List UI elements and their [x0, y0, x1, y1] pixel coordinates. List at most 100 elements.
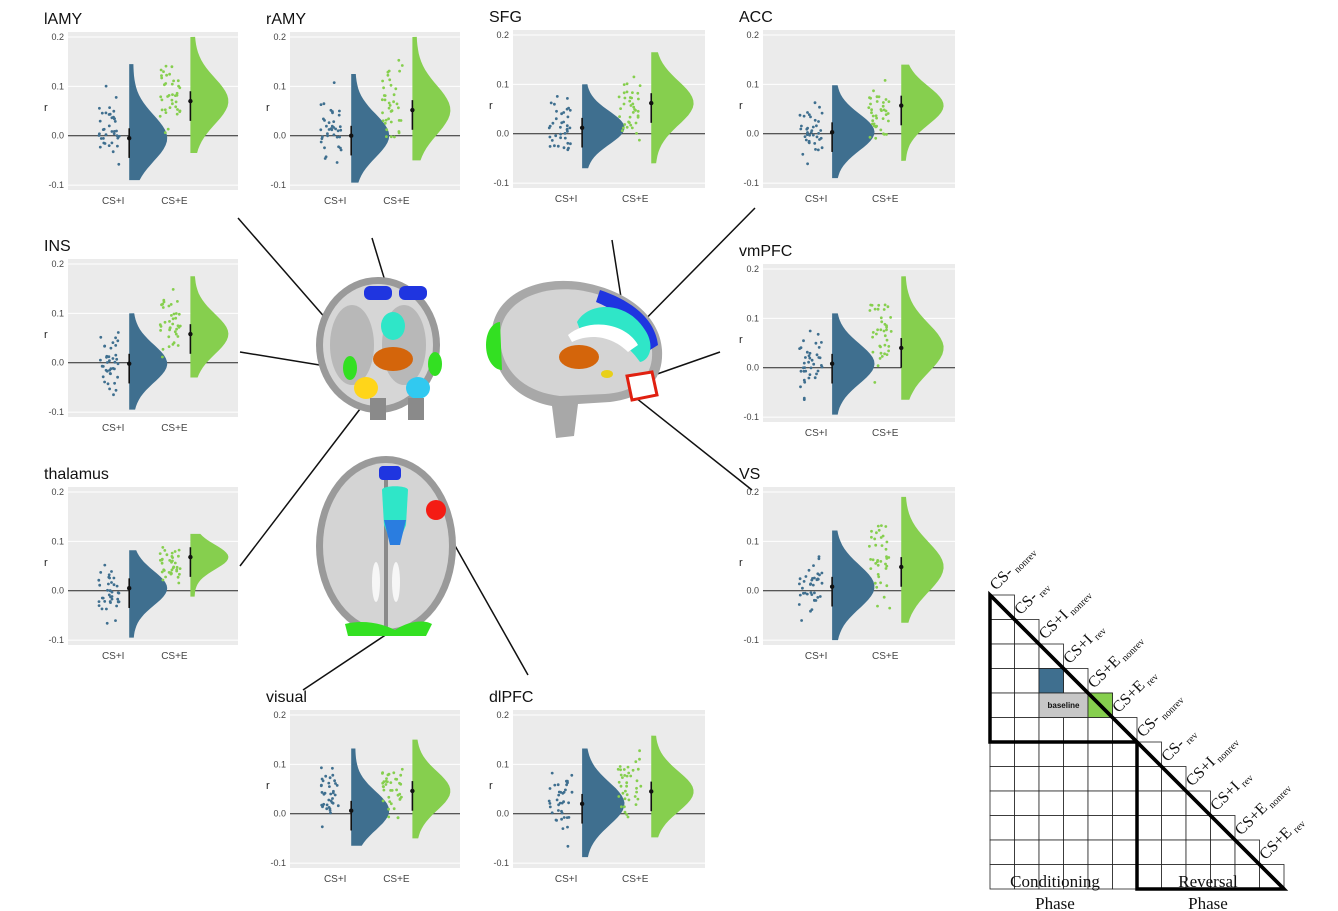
data-point [619, 768, 622, 772]
data-point [173, 330, 177, 334]
data-point [114, 336, 117, 340]
matrix-cell [1136, 790, 1162, 816]
data-point [871, 335, 874, 339]
matrix-cell [1014, 717, 1040, 743]
data-point [817, 356, 821, 359]
data-point [115, 357, 119, 361]
data-point [111, 341, 115, 344]
data-point [105, 361, 109, 364]
data-point [813, 598, 816, 602]
mean-point [127, 361, 132, 366]
data-point [816, 596, 820, 599]
chart-panel-dlpfc: dlPFC -0.1 0.0 0.1 0.2 r CS+I CS+E [489, 689, 705, 885]
data-point [319, 784, 323, 788]
data-point [883, 303, 887, 307]
data-point [869, 303, 873, 307]
data-point [319, 140, 323, 144]
data-point [802, 361, 806, 365]
data-point [386, 73, 390, 77]
data-point [326, 132, 329, 136]
y-tick-label: 0.2 [746, 487, 759, 497]
data-point [548, 145, 552, 148]
data-point [875, 585, 879, 589]
data-point [160, 570, 164, 574]
data-point [331, 773, 335, 777]
data-point [818, 595, 822, 598]
data-point [807, 141, 811, 145]
data-point [328, 785, 331, 788]
data-point [627, 120, 630, 124]
y-tick-label: 0.0 [51, 358, 64, 368]
data-point [327, 128, 331, 131]
data-point [631, 102, 635, 106]
data-point [392, 93, 396, 97]
y-tick-label: 0.1 [51, 536, 64, 546]
mean-point [188, 98, 193, 104]
data-point [108, 576, 111, 580]
data-point [171, 93, 174, 96]
data-point [173, 550, 177, 553]
violin-cs-e [190, 36, 229, 153]
data-point [635, 779, 639, 783]
data-point [385, 135, 388, 139]
data-point [114, 96, 118, 99]
data-point [383, 98, 387, 102]
data-point [167, 304, 171, 308]
data-point [634, 760, 638, 764]
data-point [106, 382, 110, 386]
data-point [389, 135, 393, 139]
data-point [158, 114, 162, 118]
data-point [109, 601, 112, 604]
matrix-cell [989, 741, 1015, 767]
x-tick-label: CS+E [622, 874, 649, 885]
data-point [638, 749, 641, 753]
data-point [400, 767, 404, 771]
data-point [627, 798, 631, 802]
data-point [331, 797, 334, 800]
data-point [889, 330, 893, 333]
data-point [881, 534, 885, 538]
mean-point [829, 361, 835, 366]
y-tick-label: -0.1 [743, 412, 759, 422]
data-point [879, 128, 883, 132]
data-point [176, 300, 179, 303]
data-point [559, 125, 562, 129]
data-point [102, 137, 105, 140]
data-point [400, 795, 403, 799]
data-point [105, 621, 109, 625]
data-point [568, 108, 572, 112]
violin-cs-i [129, 64, 168, 181]
data-point [161, 355, 164, 359]
data-point [877, 528, 881, 532]
data-point [382, 780, 386, 784]
x-tick-label: CS+I [555, 874, 578, 885]
y-tick-label: 0.0 [273, 131, 286, 141]
data-point [332, 133, 336, 137]
panel-title: INS [44, 238, 71, 255]
y-tick-label: 0.1 [746, 79, 759, 89]
data-point [161, 578, 165, 582]
data-point [811, 133, 815, 137]
data-point [806, 126, 809, 130]
data-point [617, 780, 621, 784]
data-point [325, 807, 329, 811]
x-tick-label: CS+I [324, 874, 347, 885]
matrix-axis-label: CS+Irev [1060, 620, 1109, 669]
data-point [871, 350, 875, 354]
violin-cs-i [832, 313, 875, 415]
data-point [171, 322, 175, 326]
data-point [872, 122, 876, 126]
data-point [116, 339, 120, 343]
data-point [104, 111, 108, 115]
data-point [107, 124, 111, 128]
matrix-cell [989, 766, 1015, 792]
data-point [565, 107, 569, 111]
data-point [110, 116, 114, 120]
data-point [874, 136, 878, 140]
data-point [871, 119, 875, 123]
data-point [805, 592, 809, 596]
data-point [882, 132, 886, 136]
data-point [617, 795, 621, 798]
data-point [885, 540, 889, 544]
data-point [398, 69, 401, 73]
